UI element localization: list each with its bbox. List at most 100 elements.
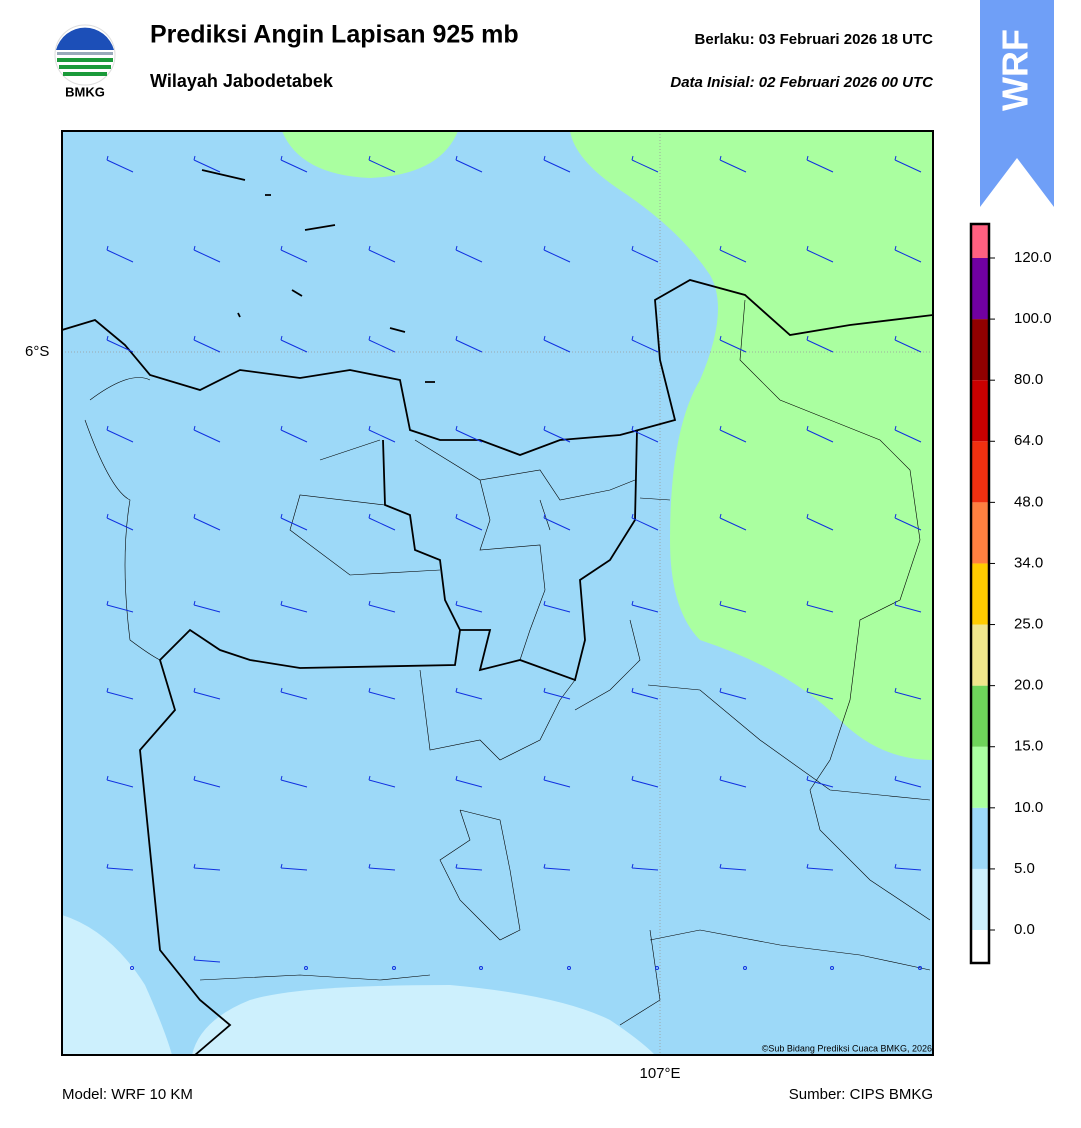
wind-barb [543, 155, 571, 173]
wind-barb [806, 513, 834, 531]
wind-barb [455, 425, 483, 443]
wind-barb [543, 425, 571, 443]
wind-barb [280, 513, 308, 531]
initial-time: Data Inisial: 02 Februari 2026 00 UTC [670, 74, 934, 91]
colorbar-label: 64.0 [1014, 432, 1043, 449]
wind-barb [631, 335, 659, 353]
wind-barb [368, 155, 396, 173]
wind-barb [719, 687, 747, 700]
wind-barb [280, 425, 308, 443]
title: Prediksi Angin Lapisan 925 mb [150, 21, 519, 49]
wind-barb [280, 863, 308, 871]
wind-barb [455, 600, 483, 613]
wind-barb [543, 863, 571, 871]
wind-barb [719, 775, 747, 788]
wind-barb [106, 863, 134, 871]
wind-barb [894, 245, 922, 263]
wind-barb [193, 687, 221, 700]
wind-barb [193, 863, 221, 871]
wind-barb [806, 155, 834, 173]
colorbar-label: 25.0 [1014, 616, 1043, 633]
wind-barb [631, 600, 659, 613]
wind-barb [543, 687, 571, 700]
wind-barb [543, 775, 571, 788]
colorbar-label: 5.0 [1014, 860, 1035, 877]
calm-marker [567, 966, 571, 970]
colorbar-label: 120.0 [1014, 249, 1052, 266]
wind-barb [106, 687, 134, 700]
calm-marker [743, 966, 747, 970]
wind-barb [894, 155, 922, 173]
wind-barb [631, 863, 659, 871]
wind-barb [719, 425, 747, 443]
wind-barb [631, 513, 659, 531]
wind-barb [543, 600, 571, 613]
colorbar-segment [971, 563, 989, 625]
wind-barb [368, 245, 396, 263]
wind-barb [455, 335, 483, 353]
wind-barb [543, 335, 571, 353]
logo-text: BMKG [65, 84, 105, 99]
colorbar-label: 15.0 [1014, 738, 1043, 755]
wind-barb [368, 687, 396, 700]
calm-marker [130, 966, 134, 970]
wind-barb [806, 775, 834, 788]
wind-barb [631, 425, 659, 443]
colorbar-segment [971, 930, 989, 963]
wind-barb [193, 513, 221, 531]
wind-barb [193, 775, 221, 788]
colorbar-label: 48.0 [1014, 493, 1043, 510]
valid-time: Berlaku: 03 Februari 2026 18 UTC [695, 31, 934, 48]
wind-barb [543, 513, 571, 531]
colorbar-frame [969, 222, 991, 965]
wind-barb [806, 335, 834, 353]
colorbar-segment [971, 319, 989, 381]
wind-barb [280, 155, 308, 173]
wind-barb [193, 155, 221, 173]
lat-label: 6°S [25, 343, 49, 360]
copyright: ©Sub Bidang Prediksi Cuaca BMKG, 2026 [762, 1043, 932, 1053]
wind-barb [806, 600, 834, 613]
source-label: Sumber: CIPS BMKG [789, 1086, 933, 1103]
wind-barb [368, 425, 396, 443]
colorbar-segment [971, 624, 989, 686]
wind-barb [631, 155, 659, 173]
wind-barb [894, 687, 922, 700]
colorbar-label: 80.0 [1014, 371, 1043, 388]
wind-barb [719, 245, 747, 263]
calm-marker [392, 966, 396, 970]
colorbar-segment [971, 746, 989, 808]
calm-marker [830, 966, 834, 970]
colorbar-segment [971, 807, 989, 869]
wind-barb [193, 335, 221, 353]
wind-barb [719, 863, 747, 871]
wind-barb [719, 335, 747, 353]
subtitle: Wilayah Jabodetabek [150, 71, 334, 91]
wind-barb [106, 425, 134, 443]
wind-barb [106, 600, 134, 613]
wind-barb [894, 600, 922, 613]
colorbar-label: 100.0 [1014, 310, 1052, 327]
wind-barb [894, 863, 922, 871]
wind-barb [631, 687, 659, 700]
wind-barb [631, 775, 659, 788]
calm-marker [918, 966, 922, 970]
wind-barb [455, 687, 483, 700]
wind-barb [894, 513, 922, 531]
wind-barb [719, 513, 747, 531]
map-area [62, 131, 933, 1055]
logo [54, 24, 116, 86]
lon-label: 107°E [639, 1065, 680, 1082]
wind-barb [193, 600, 221, 613]
wind-barb [106, 335, 134, 353]
wind-barb [894, 335, 922, 353]
wind-barb [368, 863, 396, 871]
wind-barb [106, 775, 134, 788]
wind-barb [193, 955, 221, 963]
wind-barb [193, 425, 221, 443]
calm-marker [479, 966, 483, 970]
calm-marker [304, 966, 308, 970]
wind-barb [631, 245, 659, 263]
map-frame [61, 130, 934, 1056]
